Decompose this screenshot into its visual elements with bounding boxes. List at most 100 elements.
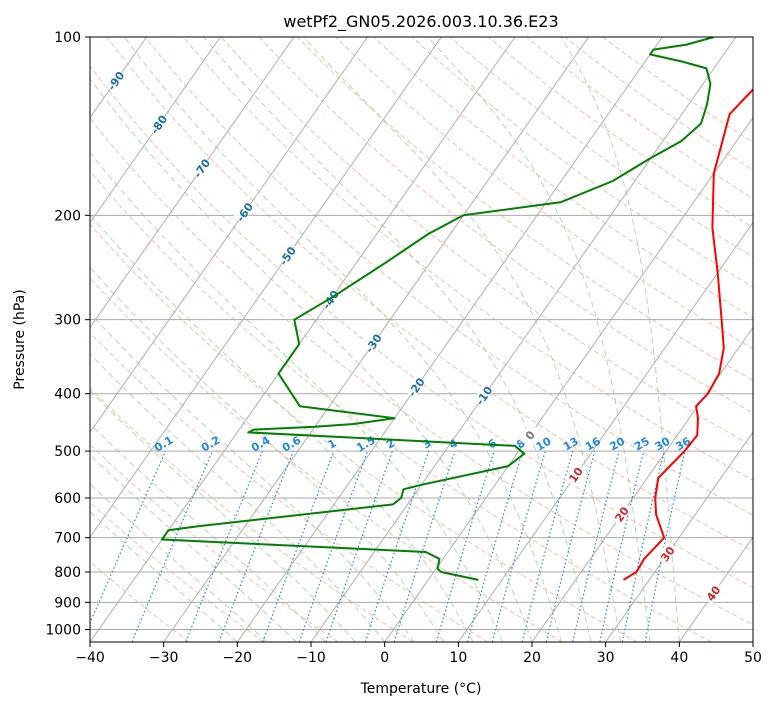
isotherm-line (90, 37, 369, 434)
dry-adiabat-line (90, 170, 712, 642)
y-tick-label: 600 (54, 491, 81, 507)
plot-area: 0.10.20.40.611.52346810131620253036-100-… (90, 37, 753, 642)
isotherm-line (90, 37, 516, 642)
x-tick-label: −10 (296, 650, 326, 666)
y-tick-label: 1000 (45, 622, 81, 638)
plot-frame (89, 36, 754, 643)
x-tick-label: 0 (380, 650, 389, 666)
y-tick-label: 700 (54, 531, 81, 547)
mixing-ratio-line (393, 450, 456, 642)
isotherm-label-bg (190, 156, 212, 180)
moist-adiabat-line (90, 389, 356, 642)
y-axis: 100 200 300 400 500 600 700 800 900 1000 (45, 30, 90, 638)
x-tick-label: 50 (744, 650, 762, 666)
mixing-ratio-line (90, 450, 167, 625)
mixing-ratio-line (435, 450, 495, 642)
mixing-ratio-line (466, 450, 524, 642)
moist-adiabat-line (123, 37, 562, 642)
isotherm-line (457, 221, 753, 642)
mixing-ratio-line (131, 450, 214, 642)
mixing-ratio-line (521, 450, 574, 642)
mixing-ratio-line (491, 450, 546, 642)
x-axis: −40 −30 −20 −10 0 10 20 30 40 50 (75, 642, 762, 666)
dry-adiabat-line (90, 277, 563, 642)
isotherm-label-bg (361, 331, 384, 355)
isotherm-label: 0 (518, 423, 540, 447)
mixing-ratio-line (621, 450, 665, 642)
x-tick-label: 30 (597, 650, 615, 666)
isobars (90, 37, 753, 630)
isotherm-label-bg (104, 68, 126, 92)
isotherm-line (384, 116, 753, 642)
moist-adiabat-line (303, 37, 621, 642)
chart-title: wetPf2_GN05.2026.003.10.36.E23 (283, 12, 558, 32)
dry-adiabat-line (335, 37, 753, 350)
mixing-ratio-lines (90, 450, 686, 642)
data-series (161, 37, 753, 581)
y-tick-label: 500 (54, 444, 81, 460)
skewed-isotherms (90, 37, 753, 642)
x-tick-label: 20 (523, 650, 541, 666)
moist-adiabat-line (90, 213, 474, 642)
isotherm-line (236, 37, 663, 642)
moist-adiabat-line (90, 353, 386, 642)
moist-adiabat-line (203, 37, 592, 642)
isotherm-label-bg (518, 423, 540, 447)
x-tick-label: 40 (670, 650, 688, 666)
mixing-ratio-line (185, 450, 264, 642)
moist-adiabat-line (90, 78, 533, 642)
moist-adiabat-line (90, 266, 445, 642)
moist-adiabat-line (427, 37, 651, 642)
mixing-ratio-line (262, 450, 335, 642)
y-tick-label: 900 (54, 595, 81, 611)
isotherm-line (678, 536, 753, 642)
dry-adiabat-line (144, 37, 753, 516)
moist-adiabat-line (90, 511, 238, 642)
x-tick-label: −20 (223, 650, 253, 666)
isotherm-line (90, 37, 442, 539)
mixing-ratio-line (572, 450, 620, 642)
dry-adiabat-line (90, 65, 753, 588)
mixing-ratio-line (298, 450, 369, 642)
moist-adiabat-line (90, 454, 297, 642)
isotherm-line (531, 326, 753, 642)
mixing-ratio-line (599, 450, 645, 642)
isotherm-label-bg (147, 112, 169, 136)
isotherm-line (90, 37, 221, 224)
dry-adiabat-line (90, 331, 488, 642)
isotherm-label-bg (701, 581, 724, 605)
moist-adiabat-line (90, 483, 268, 642)
isotherm-line (310, 37, 737, 642)
y-axis-label: Pressure (hPa) (12, 289, 28, 389)
y-tick-label: 200 (54, 208, 81, 224)
isotherm-line (605, 431, 753, 642)
temperature-profile-line (622, 88, 753, 581)
moist-adiabats (90, 37, 680, 642)
isotherm-label-bg (472, 383, 494, 407)
dry-adiabat-line (90, 560, 190, 642)
mixing-ratio-line (364, 450, 430, 642)
x-tick-label: −40 (75, 650, 105, 666)
dry-adiabat-line (297, 37, 753, 382)
y-tick-label: 300 (54, 313, 81, 329)
mixing-ratio-line (545, 450, 596, 642)
y-tick-label: 800 (54, 565, 81, 581)
isotherm-label-bg (656, 541, 678, 565)
dewpoint-profile-line (161, 37, 715, 581)
x-tick-label: −30 (149, 650, 179, 666)
x-tick-label: 10 (449, 650, 467, 666)
mixing-ratio-line (325, 450, 393, 642)
dry-adiabat-line (182, 37, 753, 481)
mixing-ratio-line (218, 450, 294, 642)
isotherm-label-bg (610, 502, 632, 526)
y-tick-label: 100 (54, 30, 81, 46)
isotherm-label-bg (404, 374, 427, 399)
isotherm-label-bg (564, 462, 586, 486)
y-tick-label: 400 (54, 387, 81, 403)
dry-adiabat-line (90, 223, 638, 642)
x-axis-label: Temperature (°C) (360, 681, 482, 697)
isotherm-label-bg (233, 199, 255, 224)
isotherm-label-bg (276, 243, 298, 267)
